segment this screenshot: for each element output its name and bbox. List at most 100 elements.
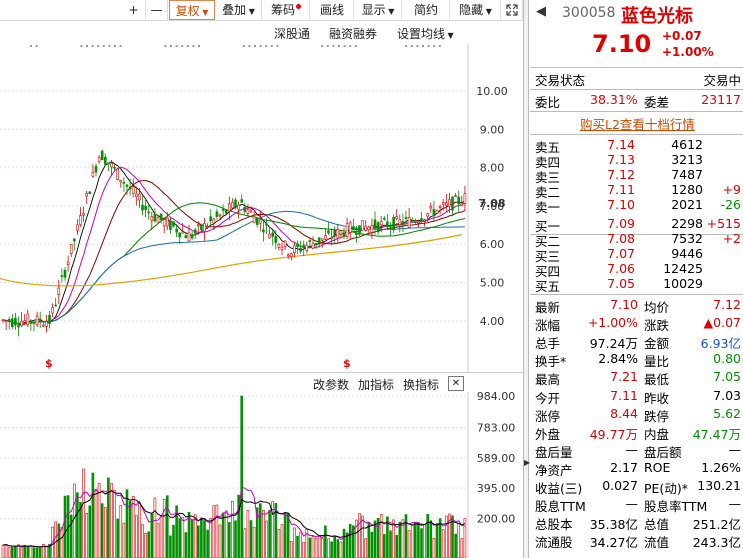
- order-book-row[interactable]: 卖二 7.11 1280 +9: [530, 182, 743, 200]
- stat-label: 涨幅: [535, 318, 561, 334]
- stats-row: 收益(三) 0.027 PE(动)* 130.21: [530, 478, 743, 496]
- stat-label: 收益(三): [535, 481, 583, 496]
- price-tick: 7.00: [480, 200, 505, 213]
- order-book-row[interactable]: 卖五 7.14 4612: [530, 137, 743, 155]
- s-marker-2[interactable]: $: [343, 357, 351, 370]
- level-name: 卖二: [535, 185, 561, 200]
- expand-icon[interactable]: [501, 0, 523, 20]
- order-book-row[interactable]: 卖三 7.12 7487: [530, 167, 743, 185]
- stat-label: 跌停: [644, 408, 670, 424]
- stats-row: 盘后量 — 盘后额 —: [530, 442, 743, 460]
- stats-row: 总股本 35.38亿 总值 251.2亿: [530, 514, 743, 532]
- ma-lines: [0, 161, 466, 325]
- stat-label: 今开: [535, 390, 561, 406]
- level-volume: 2021: [671, 197, 703, 212]
- level-volume: 7487: [671, 167, 703, 182]
- order-book-row[interactable]: 买一 7.09 2298 +515: [530, 216, 743, 234]
- order-book-row[interactable]: 卖四 7.13 3213: [530, 152, 743, 170]
- kline-chart[interactable]: 10.00 9.00 8.00 7.087.00 6.00 5.00 4.00 $ $: [0, 44, 523, 372]
- stat-label: 流通股: [535, 535, 573, 551]
- stock-name: 蓝色光标: [621, 6, 693, 27]
- jiazhibiao-link[interactable]: 加指标: [358, 378, 395, 392]
- shengutong-link[interactable]: 深股通: [274, 27, 311, 41]
- diejia-dropdown[interactable]: 叠加 ▼: [216, 0, 262, 20]
- stat-value: 35.38亿: [589, 517, 638, 533]
- shezhi-junxian-dropdown[interactable]: 设置均线 ▼: [397, 25, 454, 42]
- s-marker-1[interactable]: $: [45, 357, 53, 370]
- order-book-row[interactable]: 买五 7.05 10029: [530, 276, 743, 294]
- stat-label: 股息TTM: [535, 499, 586, 515]
- panel-splitter[interactable]: ▶: [523, 0, 531, 558]
- close-icon[interactable]: ✕: [448, 376, 464, 391]
- stats-row: 净资产 2.17 ROE 1.26%: [530, 460, 743, 478]
- volume-ma-lines: [2, 486, 466, 548]
- stat-label: 涨跌: [644, 318, 670, 334]
- volume-tick: 984.00: [477, 392, 516, 403]
- gaicanshu-link[interactable]: 改参数: [313, 378, 350, 392]
- level-delta: +2: [722, 231, 741, 246]
- zoom-in-button[interactable]: +: [122, 0, 146, 20]
- stat-value: 0.027: [602, 478, 638, 493]
- trade-status-row: 交易状态 交易中: [530, 70, 743, 88]
- dropdown-arrow-icon: ▼: [445, 31, 454, 40]
- huaxian-button[interactable]: 画线: [311, 0, 354, 20]
- buy-l2-link[interactable]: 购买L2查看十档行情: [580, 117, 695, 132]
- price-tick: 9.00: [480, 123, 505, 136]
- stat-value: 251.2亿: [692, 517, 741, 533]
- level-name: 买三: [535, 249, 561, 264]
- volume-tick: 200.00: [477, 513, 516, 526]
- level-price: 7.05: [607, 276, 635, 291]
- stat-label: 总值: [644, 517, 670, 533]
- chouma-button[interactable]: 筹码: [263, 0, 310, 20]
- level-name: 买二: [535, 234, 561, 249]
- fuquan-dropdown[interactable]: 复权 ▼: [169, 0, 215, 20]
- notification-dot-icon: [296, 4, 301, 9]
- stat-value: —: [625, 496, 639, 512]
- stat-value: 97.24万: [589, 336, 638, 352]
- level-volume: 3213: [671, 152, 703, 167]
- stat-value: 2.84%: [598, 351, 638, 367]
- zoom-out-button[interactable]: —: [146, 0, 168, 20]
- stat-label: 盘后额: [644, 444, 682, 460]
- order-book-row[interactable]: 买二 7.08 7532 +2: [530, 231, 743, 249]
- stat-label: 总股本: [535, 517, 573, 533]
- yincang-dropdown[interactable]: 隐藏 ▼: [451, 0, 501, 20]
- stat-label: PE(动)*: [644, 481, 688, 496]
- order-book-row[interactable]: 买四 7.06 12425: [530, 261, 743, 279]
- stat-value: 7.10: [610, 297, 638, 312]
- collapse-arrow-icon[interactable]: ▶: [524, 458, 531, 467]
- event-markers: $ $: [45, 357, 351, 370]
- price-change: +0.07: [662, 29, 702, 43]
- level-volume: 4612: [671, 137, 703, 152]
- stat-value: 8.44: [610, 405, 638, 421]
- rongzi-link[interactable]: 融资融券: [329, 27, 378, 41]
- level-price: 7.10: [607, 197, 635, 212]
- level-volume: 12425: [663, 261, 703, 276]
- stat-value: 5.62: [713, 405, 741, 421]
- level-price: 7.13: [607, 152, 635, 167]
- price-tick: 10.00: [476, 85, 508, 98]
- order-book-row[interactable]: 买三 7.07 9446: [530, 246, 743, 264]
- order-book-row[interactable]: 卖一 7.10 2021 -26: [530, 197, 743, 215]
- stats-row: 最高 7.21 最低 7.05: [530, 369, 743, 387]
- dropdown-arrow-icon: ▼: [199, 8, 209, 17]
- level-delta: +9: [722, 182, 741, 197]
- stat-label: 净资产: [535, 462, 573, 478]
- price-tick: 7.08: [478, 197, 505, 210]
- quote-panel: ◀ 300058 蓝色光标 7.10 +0.07 +1.00% 交易状态 交易中…: [530, 0, 743, 558]
- volume-indicator-bar: 改参数 加指标 换指标 ✕: [0, 372, 527, 393]
- stat-label: 金额: [644, 336, 670, 352]
- jianyue-button[interactable]: 简约: [403, 0, 450, 20]
- stock-header: ◀ 300058 蓝色光标: [530, 2, 743, 27]
- prev-stock-arrow-icon[interactable]: ◀: [536, 4, 546, 19]
- stats-row: 总手 97.24万 金额 6.93亿: [530, 333, 743, 351]
- xianshi-dropdown[interactable]: 显示 ▼: [355, 0, 402, 20]
- stat-value: 49.77万: [589, 426, 638, 442]
- price-tick: 5.00: [480, 277, 505, 290]
- volume-chart[interactable]: 984.00 783.00 589.00 395.00 200.00: [0, 392, 523, 558]
- huanzhibiao-link[interactable]: 换指标: [403, 378, 440, 392]
- volume-tick: 395.00: [477, 482, 516, 495]
- fuquan-label: 复权: [175, 4, 200, 18]
- chart-subbar: 深股通 融资融券 设置均线 ▼: [0, 21, 527, 43]
- stat-label: 换手*: [535, 354, 567, 370]
